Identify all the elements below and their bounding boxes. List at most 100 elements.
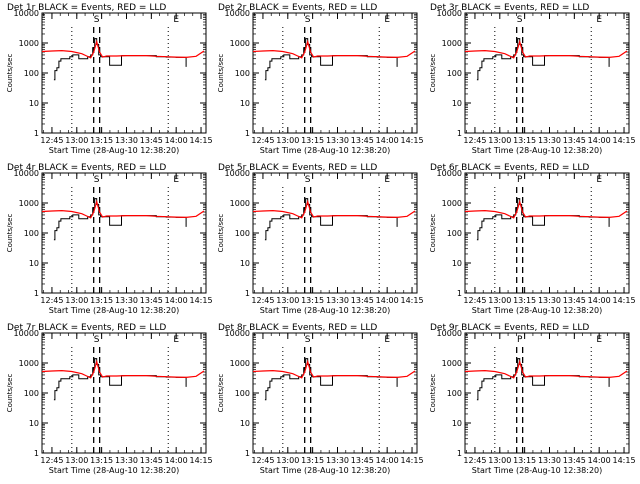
y-axis-label: Counts/sec: [429, 54, 437, 93]
y-tick-label: 1000: [230, 359, 250, 368]
x-tick-label: 13:45: [563, 136, 586, 145]
y-tick-label: 100: [447, 389, 462, 398]
x-tick-label: 14:15: [612, 296, 635, 305]
x-tick-label: 14:15: [189, 456, 212, 465]
x-tick-label: 13:15: [513, 136, 536, 145]
plot-frame: [41, 332, 207, 454]
x-tick-label: 14:15: [400, 136, 423, 145]
y-tick-label: 10: [29, 99, 39, 108]
x-tick-label: 13:45: [351, 456, 374, 465]
x-tick-label: 12:45: [40, 456, 63, 465]
x-tick-label: 12:45: [251, 136, 274, 145]
marker-annotation: E: [173, 335, 179, 345]
lld-series-line: [41, 359, 205, 379]
y-tick-label: 1: [245, 449, 250, 458]
x-tick-label: 13:15: [513, 456, 536, 465]
y-tick-label: 10: [452, 99, 462, 108]
panel-title: Det 6r BLACK = Events, RED = LLD: [430, 163, 589, 173]
x-tick-label: 13:30: [326, 456, 349, 465]
marker-annotation: E: [596, 335, 602, 345]
x-axis-label: Start Time (28-Aug-10 12:38:20): [260, 146, 391, 155]
y-tick-label: 10000: [225, 169, 250, 178]
x-tick-label: 12:45: [463, 296, 486, 305]
marker-annotation: P: [517, 175, 523, 185]
y-tick-label: 10000: [225, 329, 250, 338]
y-tick-label: 1: [34, 449, 39, 458]
lld-series-line: [464, 199, 628, 219]
y-tick-label: 10: [29, 259, 39, 268]
x-tick-label: 14:15: [612, 456, 635, 465]
x-tick-label: 13:45: [351, 296, 374, 305]
y-tick-label: 10: [240, 99, 250, 108]
events-series-line: [476, 38, 610, 81]
marker-annotation: S: [305, 175, 311, 185]
plot-frame: [464, 332, 630, 454]
y-tick-label: 100: [447, 229, 462, 238]
x-tick-label: 13:00: [488, 296, 511, 305]
x-tick-label: 13:30: [538, 136, 561, 145]
x-tick-label: 12:45: [463, 136, 486, 145]
panel-title: Det 4r BLACK = Events, RED = LLD: [7, 163, 166, 173]
panel-title: Det 2r BLACK = Events, RED = LLD: [218, 3, 377, 13]
x-tick-label: 12:45: [251, 456, 274, 465]
marker-annotation: E: [384, 175, 390, 185]
y-tick-label: 10: [29, 419, 39, 428]
x-tick-label: 14:15: [612, 136, 635, 145]
y-tick-label: 100: [24, 389, 39, 398]
x-tick-label: 12:45: [40, 296, 63, 305]
panel-title: Det 5r BLACK = Events, RED = LLD: [218, 163, 377, 173]
x-tick-label: 14:00: [376, 296, 399, 305]
x-tick-label: 13:45: [351, 136, 374, 145]
y-tick-label: 10: [240, 259, 250, 268]
panel-4: Det 4r BLACK = Events, RED = LLD 1 10 100 10…: [6, 163, 213, 315]
y-tick-label: 100: [24, 229, 39, 238]
x-tick-label: 13:00: [65, 456, 88, 465]
y-tick-label: 10000: [437, 169, 462, 178]
marker-annotation: S: [94, 15, 100, 25]
events-series-line: [264, 358, 398, 401]
x-tick-label: 14:00: [165, 136, 188, 145]
x-tick-label: 13:15: [90, 456, 113, 465]
x-tick-label: 14:00: [165, 296, 188, 305]
x-axis-label: Start Time (28-Aug-10 12:38:20): [49, 466, 180, 475]
y-tick-label: 1000: [19, 39, 39, 48]
events-series-line: [476, 198, 610, 241]
x-tick-label: 13:15: [301, 456, 324, 465]
plot-frame: [41, 172, 207, 294]
marker-annotation: E: [173, 15, 179, 25]
y-tick-label: 10000: [14, 169, 39, 178]
lld-series-line: [252, 39, 416, 59]
x-tick-label: 14:00: [588, 136, 611, 145]
x-tick-label: 14:00: [376, 456, 399, 465]
y-tick-label: 100: [235, 229, 250, 238]
x-tick-label: 14:00: [588, 456, 611, 465]
events-series-line: [53, 358, 187, 401]
y-tick-label: 10000: [14, 9, 39, 18]
lld-series-line: [41, 39, 205, 59]
lld-series-line: [464, 359, 628, 379]
marker-annotation: S: [305, 15, 311, 25]
x-tick-label: 13:45: [140, 296, 163, 305]
x-tick-label: 14:00: [165, 456, 188, 465]
x-tick-label: 13:00: [65, 296, 88, 305]
x-tick-label: 14:15: [400, 456, 423, 465]
events-series-line: [476, 358, 610, 401]
x-tick-label: 13:00: [276, 136, 299, 145]
x-axis-label: Start Time (28-Aug-10 12:38:20): [472, 146, 603, 155]
x-tick-label: 13:00: [488, 456, 511, 465]
panel-title: Det 3r BLACK = Events, RED = LLD: [430, 3, 589, 13]
x-axis-label: Start Time (28-Aug-10 12:38:20): [49, 146, 180, 155]
y-axis-label: Counts/sec: [429, 374, 437, 413]
y-tick-label: 10: [452, 259, 462, 268]
x-tick-label: 13:00: [65, 136, 88, 145]
x-tick-label: 12:45: [40, 136, 63, 145]
y-tick-label: 100: [24, 69, 39, 78]
lld-series-line: [41, 199, 205, 219]
panel-6: Det 6r BLACK = Events, RED = LLD 1 10 100 10…: [429, 163, 636, 315]
y-axis-label: Counts/sec: [217, 54, 225, 93]
marker-annotation: E: [173, 175, 179, 185]
y-axis-label: Counts/sec: [6, 214, 14, 253]
y-tick-label: 10000: [437, 9, 462, 18]
lld-series-line: [252, 199, 416, 219]
